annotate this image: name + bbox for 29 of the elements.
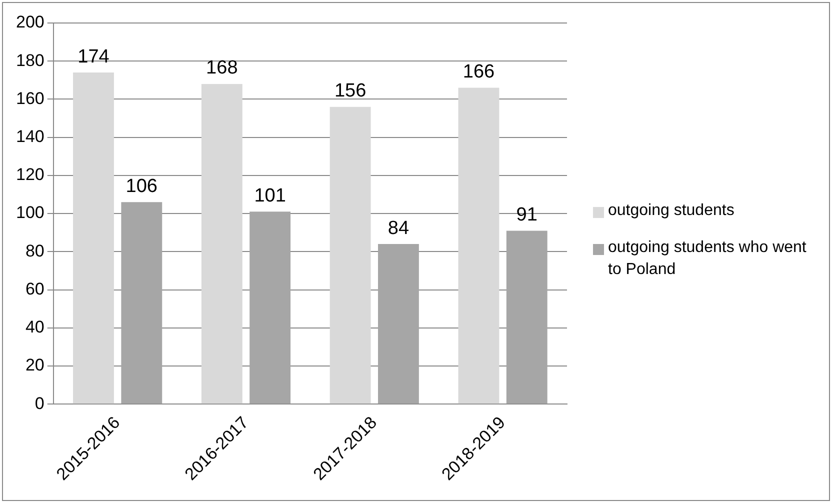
data-label: 156: [334, 80, 366, 102]
y-tick-label: 0: [34, 394, 44, 413]
data-label: 84: [388, 218, 410, 239]
data-label: 106: [126, 176, 158, 197]
bar: [121, 202, 162, 404]
bar: [458, 88, 500, 404]
legend-label: outgoing students: [608, 201, 734, 221]
bar: [250, 212, 291, 404]
y-tick-label: 20: [25, 356, 44, 375]
data-label: 166: [462, 62, 495, 83]
data-label: 101: [254, 185, 286, 206]
bar: [506, 230, 548, 404]
legend-label: outgoing students who went to Poland: [608, 238, 808, 280]
bar: [378, 244, 419, 404]
data-label: 91: [516, 204, 538, 226]
y-tick-label: 180: [16, 50, 44, 70]
bar: [330, 106, 371, 404]
y-tick-label: 100: [16, 203, 44, 222]
y-tick-label: 40: [25, 318, 44, 337]
bar: [201, 84, 242, 404]
y-tick-label: 60: [25, 279, 44, 298]
data-label: 174: [78, 46, 110, 68]
y-tick-label: 160: [16, 88, 44, 108]
y-tick-label: 200: [16, 12, 44, 32]
bar: [73, 72, 114, 404]
y-tick-label: 120: [16, 165, 44, 184]
y-tick-label: 80: [25, 241, 44, 260]
data-label: 168: [206, 58, 238, 79]
y-tick-label: 140: [16, 127, 44, 146]
